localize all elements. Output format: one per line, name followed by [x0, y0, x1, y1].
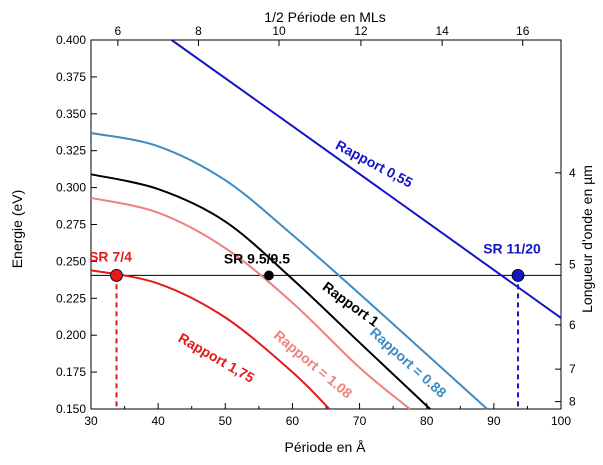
right-tick-label: 6 — [569, 318, 576, 332]
x-tick-label: 90 — [487, 414, 501, 428]
y-tick-label: 0.200 — [56, 328, 86, 342]
right-tick-label: 7 — [569, 362, 576, 376]
right-tick-label: 5 — [569, 257, 576, 271]
top-tick-label: 14 — [435, 24, 449, 38]
top-tick-label: 12 — [354, 24, 368, 38]
top-tick-label: 16 — [516, 24, 530, 38]
y-tick-label: 0.325 — [56, 144, 86, 158]
top-axis-label: 1/2 Période en MLs — [264, 9, 385, 25]
series-line — [90, 269, 331, 410]
marker-point — [264, 270, 274, 281]
x-tick-label: 30 — [84, 414, 98, 428]
y-tick-label: 0.150 — [56, 402, 86, 416]
marker-point — [110, 269, 123, 282]
x-axis-label: Période en Å — [285, 439, 367, 455]
marker-label: SR 11/20 — [483, 240, 541, 256]
x-tick-label: 80 — [420, 414, 434, 428]
x-tick-label: 70 — [353, 414, 367, 428]
series-line — [90, 173, 431, 410]
right-tick-label: 8 — [569, 395, 576, 409]
marker-point — [511, 269, 525, 282]
plot-frame — [90, 39, 562, 410]
y-tick-label: 0.250 — [56, 254, 86, 268]
series-line — [90, 196, 411, 410]
y-tick-label: 0.225 — [56, 291, 86, 305]
y-tick-label: 0.300 — [56, 181, 86, 195]
y-tick-label: 0.275 — [56, 218, 86, 232]
y-tick-label: 0.350 — [56, 107, 86, 121]
x-tick-label: 50 — [219, 414, 233, 428]
series-line — [170, 39, 562, 319]
y-tick-label: 0.175 — [56, 365, 86, 379]
top-tick-label: 6 — [115, 24, 122, 38]
marker-label: SR 7/4 — [89, 248, 132, 264]
y-axis-label: Energie (eV) — [9, 190, 25, 269]
series-line — [90, 132, 488, 410]
top-tick-label: 10 — [272, 24, 286, 38]
right-axis-label: Longueur d'onde en µm — [579, 165, 595, 313]
y-tick-label: 0.400 — [56, 33, 86, 47]
y-tick-label: 0.375 — [56, 70, 86, 84]
right-tick-label: 4 — [569, 166, 576, 180]
top-tick-label: 8 — [195, 24, 202, 38]
x-tick-label: 60 — [286, 414, 300, 428]
x-tick-label: 100 — [551, 414, 571, 428]
marker-label: SR 9.5/9.5 — [224, 250, 290, 266]
x-tick-label: 40 — [151, 414, 165, 428]
series-label: Rapport 1,75 — [176, 330, 258, 386]
